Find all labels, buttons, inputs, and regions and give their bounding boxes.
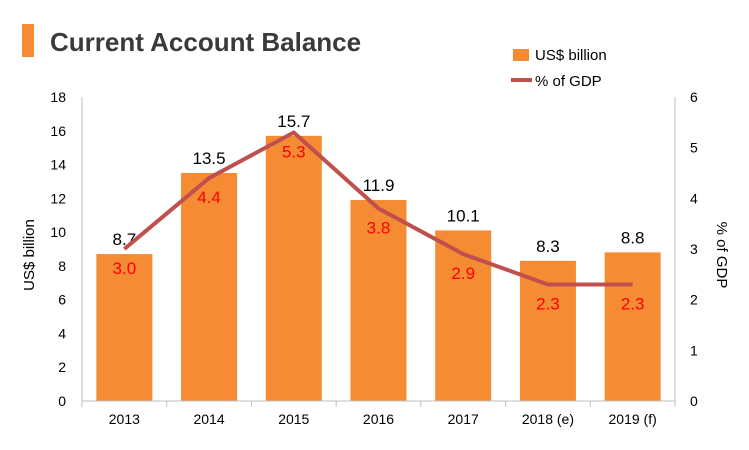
line-group bbox=[123, 130, 633, 287]
y-tick-label: 2 bbox=[58, 359, 66, 375]
gdp-value-label: 3.0 bbox=[113, 259, 137, 278]
y2-tick-label: 4 bbox=[690, 190, 698, 206]
x-tick-label: 2017 bbox=[448, 411, 479, 427]
x-tick-label: 2019 (f) bbox=[609, 411, 657, 427]
axes-group bbox=[81, 97, 676, 402]
bar-2019-f- bbox=[604, 252, 661, 401]
legend-line-label: % of GDP bbox=[535, 73, 602, 90]
y2-ticks-group: 0 1 2 3 4 5 6 bbox=[690, 89, 698, 409]
bar-2018-e- bbox=[519, 260, 576, 401]
bar-2015 bbox=[265, 135, 322, 401]
bars-group bbox=[96, 135, 661, 401]
x-tick-label: 2013 bbox=[109, 411, 140, 427]
y2-tick-label: 3 bbox=[690, 241, 698, 257]
chart-title: Current Account Balance bbox=[50, 27, 361, 57]
gdp-value-label: 2.3 bbox=[621, 294, 645, 313]
x-tick-label: 2016 bbox=[363, 411, 394, 427]
y-tick-label: 4 bbox=[58, 325, 66, 341]
bar-value-label: 11.9 bbox=[363, 176, 395, 195]
bar-2016 bbox=[350, 200, 407, 401]
bar-value-label: 8.3 bbox=[536, 237, 560, 256]
bar-value-label: 15.7 bbox=[277, 112, 310, 131]
x-tick-label: 2015 bbox=[278, 411, 309, 427]
y-tick-label: 10 bbox=[50, 224, 66, 240]
bar-value-label: 8.8 bbox=[621, 228, 645, 247]
legend: US$ billion % of GDP bbox=[511, 47, 607, 90]
bar-value-label: 13.5 bbox=[193, 149, 226, 168]
y-tick-label: 16 bbox=[50, 123, 66, 139]
x-ticks-group: 2013 2014 2015 2016 2017 2018 (e) 2019 (f) bbox=[81, 401, 676, 427]
title-marker bbox=[22, 24, 34, 57]
bar-2014 bbox=[181, 173, 238, 401]
y2-tick-label: 2 bbox=[690, 292, 698, 308]
y-tick-label: 6 bbox=[58, 292, 66, 308]
bar-value-label: 10.1 bbox=[447, 206, 480, 225]
legend-bar-label: US$ billion bbox=[535, 47, 607, 64]
gdp-value-label: 5.3 bbox=[282, 142, 306, 161]
bar-labels-group: 8.713.515.711.910.18.3 8.8 bbox=[113, 112, 645, 256]
x-tick-label: 2018 (e) bbox=[522, 411, 574, 427]
y-tick-label: 8 bbox=[58, 258, 66, 274]
x-tick-label: 2014 bbox=[193, 411, 224, 427]
y-tick-label: 12 bbox=[50, 190, 66, 206]
y-tick-label: 0 bbox=[58, 393, 66, 409]
y-tick-label: 18 bbox=[50, 89, 66, 105]
y2-tick-label: 6 bbox=[690, 89, 698, 105]
gdp-value-label: 2.3 bbox=[536, 294, 560, 313]
y2-tick-label: 1 bbox=[690, 342, 698, 358]
gdp-value-label: 3.8 bbox=[367, 218, 391, 237]
gdp-value-label: 2.9 bbox=[451, 264, 475, 283]
y2-tick-label: 5 bbox=[690, 140, 698, 156]
y2-tick-label: 0 bbox=[690, 393, 698, 409]
pct-labels-group: 3.0 4.4 5.3 3.8 2.9 2.3 2.3 bbox=[113, 142, 645, 313]
y-ticks-group: 0 2 4 6 8 10 12 14 16 18 bbox=[50, 89, 66, 409]
legend-bar-swatch bbox=[513, 49, 529, 61]
y2-axis-title: % of GDP bbox=[713, 222, 730, 289]
gdp-value-label: 4.4 bbox=[197, 188, 221, 207]
y-axis-title: US$ billion bbox=[21, 219, 38, 291]
y-tick-label: 14 bbox=[50, 157, 66, 173]
bar-2013 bbox=[96, 254, 153, 401]
